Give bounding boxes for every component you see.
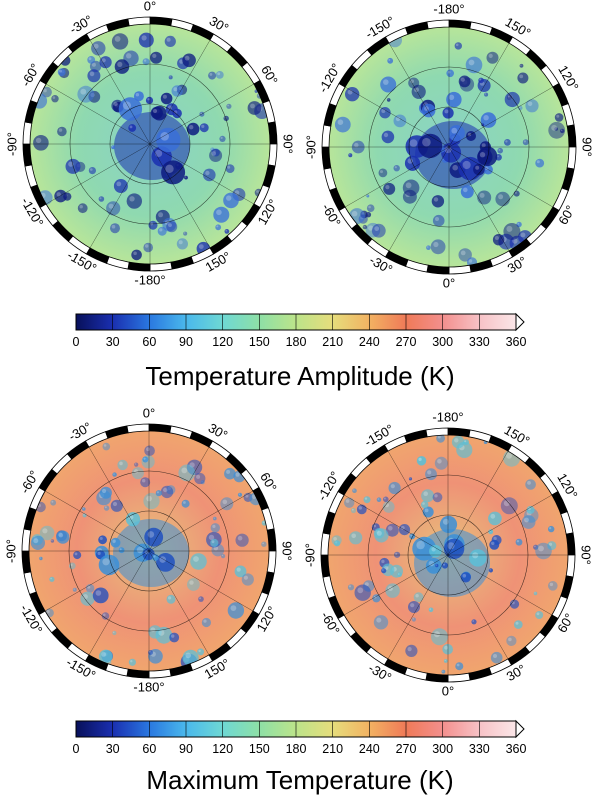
longitude-label: -90° <box>3 539 18 563</box>
amplitude-south-pole-map: -180°150°120°90°60°30°0°-30°-60°-90°-120… <box>303 1 594 290</box>
colorbar-tick-label: 150 <box>249 335 270 349</box>
longitude-label: 90° <box>579 545 594 565</box>
colorbar-tick-label: 90 <box>179 742 193 756</box>
colorbar-tick-label: 210 <box>322 335 343 349</box>
colorbar-tick-label: 180 <box>286 742 307 756</box>
colorbar-tick-label: 300 <box>432 742 453 756</box>
map-frame <box>321 19 577 275</box>
map-surface <box>328 435 568 675</box>
colorbar-tick-label: 60 <box>142 335 156 349</box>
colorbar-tick-label: 240 <box>359 742 380 756</box>
colorbar-tick-label: 330 <box>469 335 490 349</box>
colorbar-tick-label: 180 <box>286 335 307 349</box>
maximum-north-pole-map: 0°30°60°90°120°150°-180°-150°-120°-90°-6… <box>3 405 294 694</box>
colorbar-tick-label: 270 <box>396 742 417 756</box>
longitude-label: 90° <box>280 541 295 561</box>
longitude-label: -90° <box>302 543 317 567</box>
map-surface <box>29 431 269 671</box>
colorbars: 0 30 60 90 120 150 180 210 240 270 300 330 360 0 30 60 9… <box>73 312 527 756</box>
longitude-label: -180° <box>432 409 463 424</box>
colorbar-arrow <box>515 312 525 332</box>
longitude-label: 0° <box>144 0 156 13</box>
colorbar-tick-label: 120 <box>212 335 233 349</box>
longitude-label: -180° <box>433 1 464 16</box>
colorbar-tick-label: 270 <box>396 335 417 349</box>
longitude-label: -90° <box>4 132 19 156</box>
amplitude-colorbar-title: Temperature Amplitude (K) <box>145 361 454 391</box>
maximum-south-pole-map: -180°150°120°90°60°30°0°-30°-60°-90°-120… <box>302 409 593 698</box>
longitude-label: -180° <box>134 272 165 287</box>
maximum-colorbar-title: Maximum Temperature (K) <box>146 765 453 795</box>
colorbar-arrow <box>515 719 525 739</box>
colorbar-tick-label: 30 <box>106 335 120 349</box>
amplitude-north-pole-map: 0°30°60°90°120°150°-180°-150°-120°-90°-6… <box>4 0 295 287</box>
longitude-label: 0° <box>442 683 454 698</box>
colorbar-tick-label: 240 <box>359 335 380 349</box>
maximum-colorbar: 0 30 60 90 120 150 180 210 240 270 300 330 360 <box>73 719 527 756</box>
longitude-label: -180° <box>133 679 164 694</box>
colorbar-tick-label: 0 <box>73 335 80 349</box>
map-frame <box>320 427 576 683</box>
longitude-label: 0° <box>443 275 455 290</box>
map-surface <box>30 24 270 264</box>
colorbar-tick-label: 210 <box>322 742 343 756</box>
colorbar-tick-label: 360 <box>506 335 527 349</box>
longitude-label: 90° <box>580 137 595 157</box>
longitude-label: 0° <box>143 405 155 420</box>
map-surface <box>329 27 569 267</box>
colorbar-tick-label: 150 <box>249 742 270 756</box>
colorbar-tick-label: 0 <box>73 742 80 756</box>
amplitude-colorbar: 0 30 60 90 120 150 180 210 240 270 300 330 360 <box>73 312 527 349</box>
map-frame <box>21 423 277 679</box>
maps-layer: 0°30°60°90°120°150°-180°-150°-120°-90°-6… <box>3 0 594 698</box>
colorbar-tick-label: 120 <box>212 742 233 756</box>
longitude-label: -90° <box>303 135 318 159</box>
colorbar-tick-label: 60 <box>142 742 156 756</box>
map-frame <box>22 16 278 272</box>
longitude-label: 90° <box>281 134 296 154</box>
colorbar-tick-label: 90 <box>179 335 193 349</box>
colorbar-tick-label: 30 <box>106 742 120 756</box>
colorbar-tick-label: 300 <box>432 335 453 349</box>
colorbar-tick-label: 330 <box>469 742 490 756</box>
colorbar-tick-label: 360 <box>506 742 527 756</box>
